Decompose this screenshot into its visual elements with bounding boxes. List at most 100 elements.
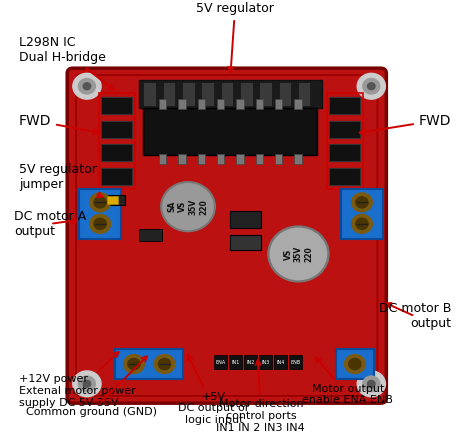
Bar bbox=[259, 356, 272, 369]
Bar bbox=[230, 211, 261, 228]
Text: IN2: IN2 bbox=[246, 360, 255, 365]
Text: IN4: IN4 bbox=[276, 360, 285, 365]
Text: Common ground (GND): Common ground (GND) bbox=[26, 356, 157, 417]
Bar bbox=[217, 154, 224, 164]
Bar bbox=[101, 168, 132, 185]
Text: ENA: ENA bbox=[215, 360, 226, 365]
Bar bbox=[143, 108, 317, 155]
Bar bbox=[217, 99, 224, 109]
Circle shape bbox=[83, 83, 91, 90]
Bar bbox=[101, 144, 132, 161]
Bar bbox=[143, 81, 156, 106]
Circle shape bbox=[163, 184, 213, 230]
Bar bbox=[329, 121, 360, 138]
Circle shape bbox=[78, 376, 95, 392]
Circle shape bbox=[357, 371, 385, 397]
Bar bbox=[294, 99, 302, 109]
Bar bbox=[101, 121, 132, 138]
Text: 5V regulator: 5V regulator bbox=[196, 2, 274, 72]
Circle shape bbox=[349, 359, 361, 370]
Bar bbox=[139, 229, 162, 241]
Bar bbox=[229, 356, 242, 369]
Bar bbox=[139, 80, 322, 108]
Circle shape bbox=[73, 371, 101, 397]
Text: IN3: IN3 bbox=[261, 360, 270, 365]
Bar bbox=[259, 81, 272, 106]
Bar bbox=[256, 154, 263, 164]
Circle shape bbox=[90, 214, 110, 233]
Bar bbox=[159, 99, 166, 109]
Bar bbox=[115, 349, 183, 379]
Bar bbox=[201, 81, 214, 106]
Bar bbox=[275, 154, 282, 164]
Text: L298N IC
Dual H-bridge: L298N IC Dual H-bridge bbox=[19, 36, 114, 90]
Circle shape bbox=[128, 359, 140, 370]
Text: +12V power
Extenal motor power
supply DC 5V-35V: +12V power Extenal motor power supply DC… bbox=[19, 352, 135, 407]
Bar bbox=[214, 356, 227, 369]
Circle shape bbox=[268, 226, 329, 282]
Bar bbox=[329, 144, 360, 161]
Text: FWD: FWD bbox=[360, 114, 451, 135]
Bar bbox=[79, 190, 121, 239]
Text: DC motor B
output: DC motor B output bbox=[379, 302, 451, 330]
Bar bbox=[289, 356, 302, 369]
Circle shape bbox=[83, 381, 91, 387]
Bar bbox=[106, 195, 125, 205]
Circle shape bbox=[94, 197, 106, 208]
Bar bbox=[178, 99, 186, 109]
Circle shape bbox=[368, 83, 375, 90]
Text: Motor output
enable ENA ENB: Motor output enable ENA ENB bbox=[302, 357, 393, 405]
Text: Motor direction
control ports
IN1 IN 2 IN3 IN4: Motor direction control ports IN1 IN 2 I… bbox=[217, 360, 305, 433]
Circle shape bbox=[352, 193, 372, 212]
Text: IN1: IN1 bbox=[231, 360, 240, 365]
Circle shape bbox=[154, 355, 175, 374]
Bar bbox=[220, 81, 233, 106]
Circle shape bbox=[352, 214, 372, 233]
Circle shape bbox=[363, 78, 380, 94]
Bar bbox=[197, 99, 205, 109]
Text: DC motor A
output: DC motor A output bbox=[14, 210, 86, 238]
Circle shape bbox=[270, 228, 327, 280]
Circle shape bbox=[363, 376, 380, 392]
Text: +5V
DC output or
logic input: +5V DC output or logic input bbox=[178, 355, 250, 425]
Bar bbox=[99, 93, 135, 189]
Bar bbox=[256, 99, 263, 109]
Circle shape bbox=[90, 193, 110, 212]
Bar bbox=[294, 154, 302, 164]
Bar bbox=[101, 97, 132, 114]
Bar bbox=[163, 81, 175, 106]
Circle shape bbox=[161, 182, 215, 231]
Bar bbox=[236, 154, 244, 164]
Circle shape bbox=[94, 218, 106, 229]
Bar bbox=[244, 356, 257, 369]
Circle shape bbox=[73, 73, 101, 99]
Bar bbox=[329, 168, 360, 185]
Bar bbox=[279, 81, 291, 106]
Bar bbox=[329, 97, 360, 114]
Text: 5V regulator
jumper: 5V regulator jumper bbox=[19, 162, 102, 197]
Bar bbox=[274, 356, 287, 369]
Text: ENB: ENB bbox=[290, 360, 301, 365]
Text: VS
35V
220: VS 35V 220 bbox=[283, 246, 313, 262]
FancyBboxPatch shape bbox=[67, 68, 386, 403]
Bar bbox=[336, 349, 374, 379]
Circle shape bbox=[124, 355, 144, 374]
Bar bbox=[236, 99, 244, 109]
Bar bbox=[275, 99, 282, 109]
Text: FWD: FWD bbox=[19, 114, 99, 134]
Bar bbox=[327, 93, 363, 189]
Circle shape bbox=[78, 78, 95, 94]
Bar bbox=[159, 154, 166, 164]
Text: SA
VS
35V
220: SA VS 35V 220 bbox=[168, 198, 208, 215]
Circle shape bbox=[345, 355, 365, 374]
Circle shape bbox=[368, 381, 375, 387]
Circle shape bbox=[356, 218, 368, 229]
Bar bbox=[298, 81, 311, 106]
Bar bbox=[197, 154, 205, 164]
Circle shape bbox=[356, 197, 368, 208]
Circle shape bbox=[158, 359, 171, 370]
Bar bbox=[230, 235, 261, 249]
Bar bbox=[182, 81, 195, 106]
Circle shape bbox=[357, 73, 385, 99]
Bar bbox=[240, 81, 252, 106]
